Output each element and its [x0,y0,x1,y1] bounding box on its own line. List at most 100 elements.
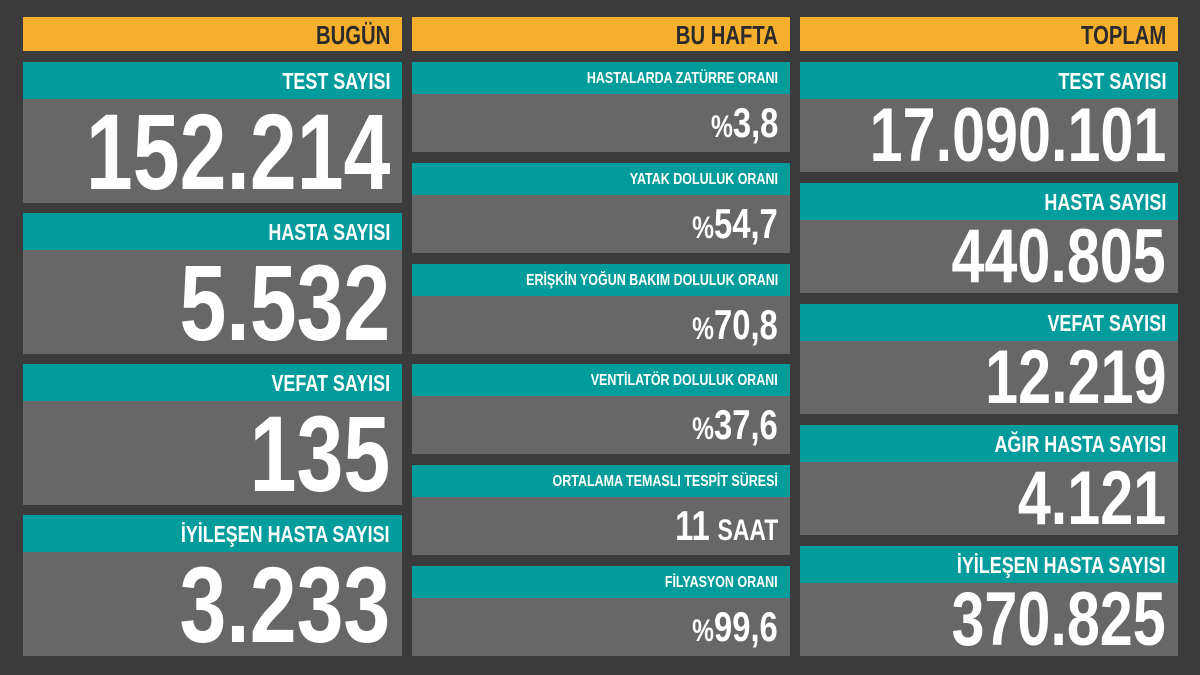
percent-sign: % [710,108,733,144]
stat-value: 4.121 [1017,462,1166,535]
stat-label-bar: HASTA SAYISI [23,213,402,250]
stat-label: TEST SAYISI [1057,68,1166,94]
stat-panel: HASTA SAYISI 5.532 [23,213,402,354]
stat-panel: TEST SAYISI 17.090.101 [800,62,1178,172]
stat-label-bar: AĞIR HASTA SAYISI [800,425,1178,462]
stat-value-box: 152.214 [23,99,402,203]
stat-value-box: %3,8 [412,94,790,152]
stat-value-text: 135 [249,401,390,505]
stat-value-box: 4.121 [800,462,1178,535]
stat-panel: ORTALAMA TEMASLI TESPİT SÜRESİ 11 SAAT [412,465,790,556]
stat-label: HASTA SAYISI [268,219,390,245]
stat-panel: VEFAT SAYISI 12.219 [800,304,1178,414]
stat-panel: FİLYASYON ORANI %99,6 [412,565,790,656]
stat-label: ORTALAMA TEMASLI TESPİT SÜRESİ [552,473,778,491]
column-header: BU HAFTA [412,17,790,51]
stat-label-bar: TEST SAYISI [23,62,402,99]
stat-panel: VEFAT SAYISI 135 [23,364,402,505]
stat-value-text: 3.233 [179,552,390,656]
stat-value-box: 11 SAAT [412,497,790,556]
stat-label: VEFAT SAYISI [271,370,390,396]
stat-label-bar: VEFAT SAYISI [800,304,1178,341]
stat-panel: HASTA SAYISI 440.805 [800,183,1178,293]
stat-label: HASTALARDA ZATÜRRE ORANI [586,70,778,87]
panel-list: TEST SAYISI 152.214 HASTA SAYISI 5.532 V… [23,62,402,656]
stat-value-box: 440.805 [800,220,1178,293]
percent-sign: % [692,208,715,245]
stat-label: İYİLEŞEN HASTA SAYISI [181,521,390,547]
stat-value-box: %70,8 [412,295,790,354]
stat-value-box: 12.219 [800,341,1178,414]
stat-value-text: 11 SAAT [675,502,778,550]
stat-value-box: 135 [23,401,402,505]
percent-sign: % [692,309,715,346]
stat-label-bar: HASTA SAYISI [800,183,1178,220]
stat-panel: VENTİLATÖR DOLULUK ORANI %37,6 [412,364,790,455]
stat-value: 37,6 [714,401,778,449]
stat-value: 12.219 [984,341,1166,414]
column-title: BUGÜN [315,20,390,50]
column-title: TOPLAM [1080,20,1166,50]
stat-value: 152.214 [85,99,390,203]
stat-value-text: 152.214 [85,99,390,203]
stat-value-text: 5.532 [179,250,390,354]
stat-unit: SAAT [717,514,778,548]
stat-label-bar: FİLYASYON ORANI [412,565,790,598]
panel-list: TEST SAYISI 17.090.101 HASTA SAYISI 440.… [800,62,1178,656]
column-header: TOPLAM [800,17,1178,51]
stat-label: HASTA SAYISI [1044,189,1166,215]
stat-label: AĞIR HASTA SAYISI [994,431,1166,457]
stat-label: TEST SAYISI [281,68,390,94]
stat-label: İYİLEŞEN HASTA SAYISI [957,552,1166,578]
stat-panel: HASTALARDA ZATÜRRE ORANI %3,8 [412,62,790,152]
stat-value-text: %3,8 [711,99,778,147]
stat-value: 11 [674,502,710,550]
column-total: TOPLAM TEST SAYISI 17.090.101 HASTA SAYI… [800,17,1178,656]
stat-value-text: 4.121 [1018,462,1166,535]
stat-panel: ERİŞKİN YOĞUN BAKIM DOLULUK ORANI %70,8 [412,263,790,354]
stat-value-box: 370.825 [800,583,1178,656]
percent-sign: % [692,611,715,648]
stat-value-text: %54,7 [692,200,778,248]
stat-value-box: 5.532 [23,250,402,354]
stat-value-box: %37,6 [412,396,790,455]
stat-label-bar: HASTALARDA ZATÜRRE ORANI [412,62,790,94]
stat-label-bar: ERİŞKİN YOĞUN BAKIM DOLULUK ORANI [412,263,790,296]
stat-panel: İYİLEŞEN HASTA SAYISI 3.233 [23,515,402,656]
stat-value-text: %99,6 [692,603,778,651]
stat-value-text: 440.805 [952,220,1166,293]
stat-value-text: %70,8 [692,301,778,349]
stat-label-bar: İYİLEŞEN HASTA SAYISI [800,546,1178,583]
stat-panel: İYİLEŞEN HASTA SAYISI 370.825 [800,546,1178,656]
percent-sign: % [692,410,715,447]
stat-label: FİLYASYON ORANI [665,573,778,591]
column-this-week: BU HAFTA HASTALARDA ZATÜRRE ORANI %3,8 Y… [412,17,790,656]
stat-panel: TEST SAYISI 152.214 [23,62,402,203]
stat-label-bar: VEFAT SAYISI [23,364,402,401]
stat-panel: YATAK DOLULUK ORANI %54,7 [412,162,790,253]
stat-value: 440.805 [951,220,1166,293]
stat-label: VENTİLATÖR DOLULUK ORANI [591,372,778,390]
stat-value: 54,7 [714,199,778,247]
stat-value: 370.825 [951,583,1166,656]
stat-value-box: %54,7 [412,194,790,253]
stat-value-box: %99,6 [412,597,790,656]
column-today: BUGÜN TEST SAYISI 152.214 HASTA SAYISI 5… [23,17,402,656]
stat-value-text: 370.825 [952,583,1166,656]
stat-value-text: 12.219 [985,341,1166,414]
stat-value: 5.532 [179,250,390,354]
stat-value-text: 17.090.101 [869,99,1166,172]
stat-value: 70,8 [714,300,778,348]
stat-label-bar: İYİLEŞEN HASTA SAYISI [23,515,402,552]
stat-label-bar: VENTİLATÖR DOLULUK ORANI [412,364,790,397]
stat-label-bar: YATAK DOLULUK ORANI [412,162,790,195]
stat-value: 3,8 [732,99,778,146]
stat-value: 17.090.101 [869,99,1166,172]
stat-value: 3.233 [179,552,390,656]
stat-label-bar: TEST SAYISI [800,62,1178,99]
stat-label-bar: ORTALAMA TEMASLI TESPİT SÜRESİ [412,465,790,498]
column-title: BU HAFTA [675,20,778,50]
stat-value-box: 17.090.101 [800,99,1178,172]
stat-value: 99,6 [714,602,778,650]
stat-label: VEFAT SAYISI [1047,310,1166,336]
